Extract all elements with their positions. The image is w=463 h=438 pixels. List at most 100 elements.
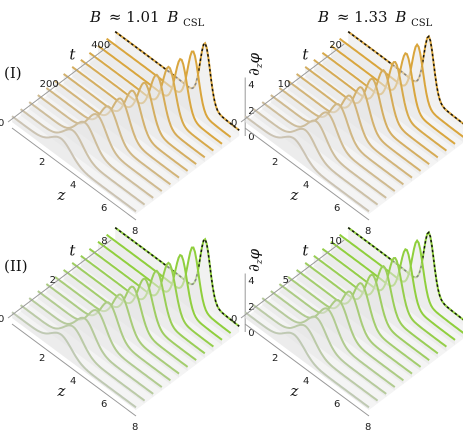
title-sub: CSL	[411, 18, 433, 29]
svg-text:B ≈ 1.01 B C: B ≈ 1.01 B CSL	[89, 8, 205, 29]
t-tick-label: 0	[0, 314, 4, 325]
z-tick-label: 6	[101, 399, 107, 410]
z-tick-label: 6	[101, 203, 107, 214]
value-tick-label: 2	[248, 302, 254, 313]
time-slice-curve	[63, 269, 189, 368]
value-tick-label: 4	[248, 80, 254, 91]
t-axis-label: t	[302, 46, 309, 64]
time-slice-curve	[54, 276, 180, 375]
title-sub: CSL	[183, 18, 205, 29]
curve-fill	[253, 109, 378, 208]
value-axis-label: ∂zφ	[245, 248, 265, 272]
z-axis	[11, 323, 137, 417]
value-tick-label: 0	[248, 328, 254, 339]
title-var: B	[89, 8, 101, 26]
t-tick-label: 10	[329, 236, 342, 247]
z-axis	[11, 127, 137, 221]
t-axis	[240, 239, 345, 319]
z-axis-label: z	[57, 382, 66, 400]
time-slice-curve	[278, 283, 404, 382]
time-slice-curve	[11, 311, 137, 409]
t-axis-label: t	[69, 46, 76, 64]
time-slice-curve	[287, 276, 413, 375]
curve-fill	[279, 283, 404, 384]
time-slice-curve	[261, 297, 387, 395]
t-tick-label: 20	[329, 40, 342, 51]
t-axis-label: t	[302, 242, 309, 260]
curve-fill	[20, 109, 145, 208]
time-slice-curve	[304, 262, 430, 361]
panel-row-I-right: 2468z01020t024∂zφ	[231, 30, 463, 237]
title-sym: B	[166, 8, 178, 26]
title-sym: B	[394, 8, 406, 26]
time-slice-curve	[270, 290, 396, 388]
time-slice-curve	[304, 66, 430, 165]
t-tick-label: 10	[278, 79, 291, 90]
svg-text:B ≈ 1.33 B C: B ≈ 1.33 B CSL	[317, 8, 433, 29]
z-tick-label: 2	[272, 157, 278, 168]
z-tick-label: 8	[132, 226, 138, 237]
time-slice-curve	[296, 73, 422, 172]
time-slice-curve	[270, 94, 396, 192]
t-axis	[240, 43, 345, 123]
curve-fill	[29, 102, 154, 201]
title-var: B	[317, 8, 329, 26]
column-title-right: B ≈ 1.33 B CSL	[317, 8, 433, 29]
curve-fill	[270, 291, 395, 391]
t-tick-label: 8	[101, 236, 107, 247]
final-profile-dashed	[347, 31, 463, 125]
curve-fill	[262, 298, 387, 397]
time-slice-curve	[296, 269, 422, 368]
panel-row-II-right: 2 4 6 8 z 0 5 10 t 2 4 ∂zφ	[231, 226, 463, 433]
time-slice-curve	[20, 304, 146, 402]
time-slice-curve	[54, 80, 180, 179]
z-tick-label: 4	[70, 180, 76, 191]
value-tick-label: 2	[248, 106, 254, 117]
time-slice-curve	[20, 108, 146, 206]
z-tick-label: 8	[365, 422, 371, 433]
time-slice-curve	[253, 108, 379, 206]
curve-fill	[37, 95, 162, 195]
z-tick-label: 6	[334, 399, 340, 410]
time-slice-curve	[45, 283, 171, 382]
title-op: ≈ 1.01	[109, 8, 160, 26]
z-tick-label: 8	[365, 226, 371, 237]
curve-fill	[29, 298, 154, 397]
curve-fill	[262, 102, 387, 201]
z-tick-label: 2	[39, 353, 45, 364]
z-axis-label: z	[290, 382, 299, 400]
z-tick-label: 4	[70, 376, 76, 387]
curve-fill	[279, 87, 404, 188]
t-axis	[7, 43, 112, 123]
time-slice-curve	[287, 80, 413, 179]
time-slice-curve	[45, 87, 171, 186]
title-op: ≈ 1.33	[337, 8, 388, 26]
row-label-I: (I)	[4, 64, 22, 82]
z-tick-label: 4	[303, 376, 309, 387]
t-tick-label: 5	[283, 275, 289, 286]
curve-fill	[253, 305, 378, 404]
time-slice-curve	[278, 87, 404, 186]
value-tick-label: 0	[248, 132, 254, 143]
z-tick-label: 4	[303, 180, 309, 191]
time-slice-curve	[28, 101, 154, 199]
z-tick-label: 6	[334, 203, 340, 214]
z-tick-label: 8	[132, 422, 138, 433]
t-tick-label: 400	[91, 40, 110, 51]
curve-fill	[270, 95, 395, 195]
row-label-II: (II)	[4, 257, 28, 275]
column-title-left: B ≈ 1.01 B CSL	[89, 8, 205, 29]
z-tick-label: 2	[39, 157, 45, 168]
value-tick-label: 4	[248, 276, 254, 287]
value-axis-label: ∂zφ	[245, 52, 265, 76]
z-axis	[244, 323, 370, 417]
t-axis	[7, 239, 112, 319]
time-slice-curve	[37, 94, 163, 192]
t-tick-label: 200	[40, 79, 59, 90]
t-tick-label: 0	[231, 118, 237, 129]
time-slice-curve	[37, 290, 163, 388]
t-axis-label: t	[69, 242, 76, 260]
